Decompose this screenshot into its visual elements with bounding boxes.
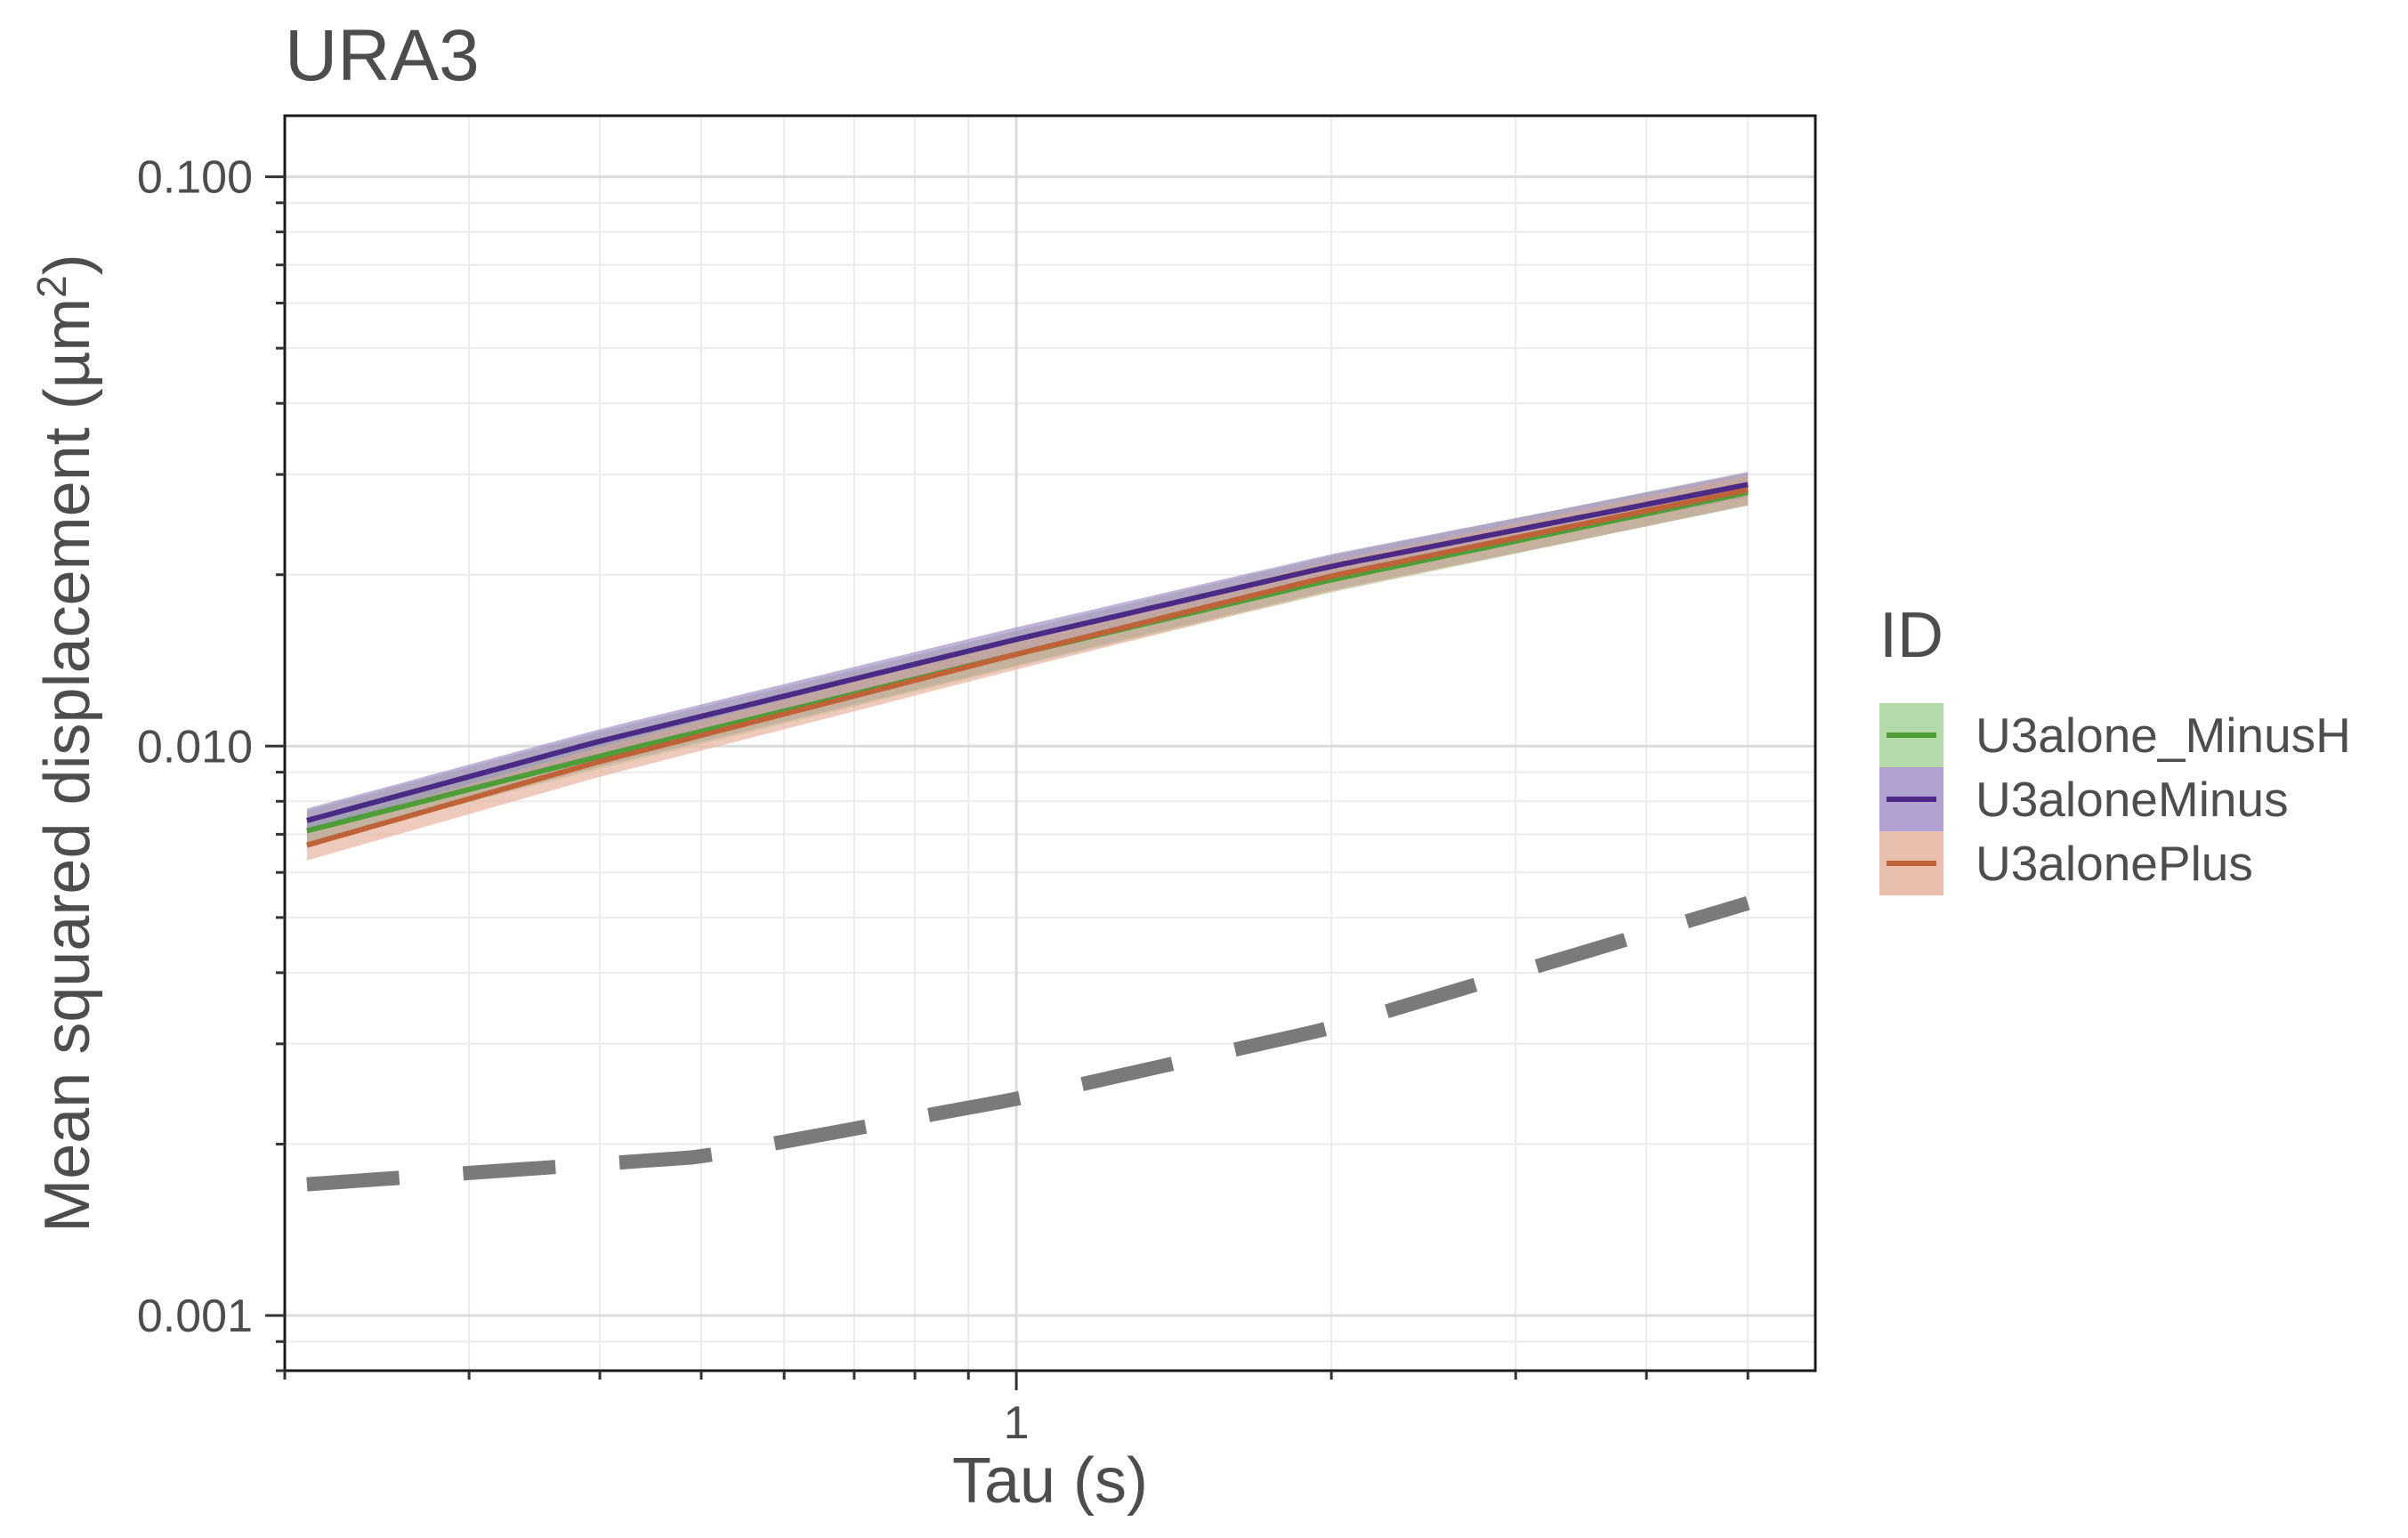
- y-tick-label: 0.100: [137, 152, 253, 204]
- legend-label-U3aloneMinus: U3aloneMinus: [1976, 772, 2289, 827]
- band-U3alonePlus: [306, 475, 1749, 861]
- reference-dashed-line: [306, 896, 1750, 1192]
- x-axis: 1: [283, 1371, 1749, 1449]
- y-axis-title-superscript: 2: [28, 275, 75, 298]
- plot-panel-border: [283, 114, 1817, 1372]
- line-U3alonePlus: [306, 487, 1749, 848]
- legend: ID U3alone_MinusH U3aloneMinus U3alonePlus: [1879, 600, 2351, 895]
- y-axis-title: Mean squared displacement (µm2): [28, 254, 103, 1233]
- x-axis-title: Tau (s): [952, 1445, 1148, 1517]
- y-axis: 0.001 0.010 0.100: [137, 152, 285, 1372]
- legend-label-U3alonePlus: U3alonePlus: [1976, 836, 2253, 891]
- legend-title: ID: [1879, 600, 1943, 671]
- legend-label-U3alone_MinusH: U3alone_MinusH: [1976, 708, 2351, 763]
- chart-title: URA3: [285, 15, 480, 96]
- y-tick-label: 0.001: [137, 1291, 253, 1342]
- grid: [284, 116, 1815, 1372]
- x-tick-label: 1: [1004, 1397, 1030, 1449]
- line-U3aloneMinus: [306, 482, 1749, 823]
- series-lines: [306, 482, 1750, 1192]
- y-axis-title-end: ): [32, 254, 103, 275]
- y-tick-label: 0.010: [137, 721, 253, 773]
- y-axis-title-main: Mean squared displacement (µm: [32, 298, 103, 1233]
